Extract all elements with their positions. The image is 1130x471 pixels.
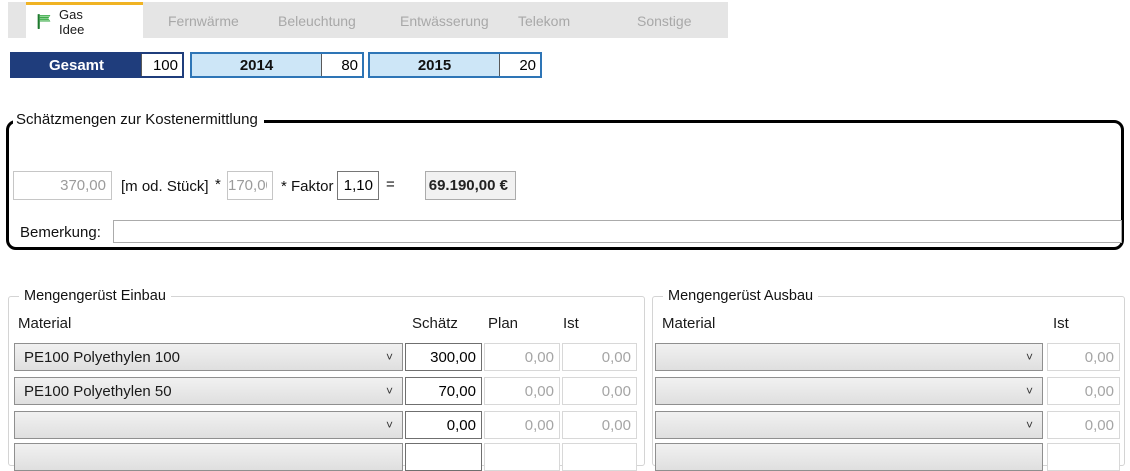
remark-field[interactable] bbox=[113, 220, 1122, 243]
einbau-ist-field[interactable] bbox=[562, 411, 637, 439]
ausbau-ist-field[interactable] bbox=[1047, 377, 1120, 405]
tab-sublabel: Idee bbox=[59, 21, 85, 37]
estimate-groupbox-title: Schätzmengen zur Kostenermittlung bbox=[13, 111, 264, 128]
summary-value: 20 bbox=[499, 54, 540, 76]
chevron-down-icon: ˅ bbox=[1025, 350, 1033, 364]
chevron-down-icon: ˅ bbox=[1025, 384, 1033, 398]
einbau-ist-field[interactable] bbox=[562, 343, 637, 371]
chevron-down-icon: ˅ bbox=[1025, 418, 1033, 432]
ausbau-ist-field[interactable] bbox=[1047, 343, 1120, 371]
tab-fernwaerme[interactable]: Fernwärme bbox=[168, 13, 239, 29]
einbau-plan-field[interactable] bbox=[484, 411, 560, 439]
combo-value: PE100 Polyethylen 100 bbox=[24, 348, 180, 366]
green-flag-icon bbox=[35, 13, 52, 30]
chevron-down-icon: ˅ bbox=[385, 350, 393, 364]
chevron-down-icon: ˅ bbox=[385, 384, 393, 398]
ausbau-material-select[interactable]: ˅ bbox=[655, 411, 1043, 439]
tab-label: Gas bbox=[59, 6, 83, 22]
estimate-groupbox bbox=[6, 120, 1124, 250]
tab-gas-idee-labels: Gas Idee bbox=[59, 7, 84, 37]
ausbau-ist-field-partial[interactable] bbox=[1047, 443, 1120, 471]
summary-label: 2015 bbox=[370, 54, 499, 76]
summary-value: 80 bbox=[321, 54, 362, 76]
einbau-col-ist: Ist bbox=[563, 315, 579, 332]
summary-box-gesamt[interactable]: Gesamt 100 bbox=[10, 52, 184, 78]
combo-value: PE100 Polyethylen 50 bbox=[24, 382, 172, 400]
tab-gas-idee[interactable]: Gas Idee bbox=[26, 2, 143, 38]
summary-box-2015[interactable]: 2015 20 bbox=[368, 52, 542, 78]
equals-sign: = bbox=[386, 176, 395, 193]
tab-beleuchtung[interactable]: Beleuchtung bbox=[278, 13, 356, 29]
einbau-col-plan: Plan bbox=[488, 315, 519, 332]
einbau-schaetz-field[interactable] bbox=[405, 343, 482, 371]
einbau-ist-field[interactable] bbox=[562, 377, 637, 405]
ausbau-ist-field[interactable] bbox=[1047, 411, 1120, 439]
einbau-col-schaetz: Schätz bbox=[412, 315, 458, 332]
tab-telekom[interactable]: Telekom bbox=[518, 13, 571, 29]
tab-bar: Gas Idee Fernwärme Beleuchtung Entwässer… bbox=[8, 2, 728, 38]
summary-box-2014[interactable]: 2014 80 bbox=[190, 52, 364, 78]
einbau-schaetz-field-partial[interactable] bbox=[405, 443, 482, 471]
total-cost-value: 69.190,00 € bbox=[425, 171, 516, 200]
summary-value: 100 bbox=[141, 54, 182, 76]
unit-label: [m od. Stück] bbox=[121, 178, 209, 195]
einbau-schaetz-field[interactable] bbox=[405, 411, 482, 439]
einbau-col-material: Material bbox=[18, 315, 72, 332]
ausbau-col-ist: Ist bbox=[1053, 315, 1069, 332]
tab-sonstige[interactable]: Sonstige bbox=[637, 13, 692, 29]
einbau-plan-field-partial[interactable] bbox=[484, 443, 560, 471]
ausbau-material-select-partial[interactable] bbox=[655, 443, 1043, 471]
unit-price-field[interactable] bbox=[227, 171, 273, 200]
einbau-plan-field[interactable] bbox=[484, 377, 560, 405]
factor-label: * Faktor bbox=[281, 178, 334, 195]
einbau-material-select[interactable]: PE100 Polyethylen 100 ˅ bbox=[14, 343, 403, 371]
einbau-title: Mengengerüst Einbau bbox=[19, 288, 171, 304]
ausbau-material-select[interactable]: ˅ bbox=[655, 343, 1043, 371]
einbau-material-select-partial[interactable] bbox=[14, 443, 403, 471]
chevron-down-icon: ˅ bbox=[385, 418, 393, 432]
ausbau-title: Mengengerüst Ausbau bbox=[663, 288, 819, 304]
einbau-schaetz-field[interactable] bbox=[405, 377, 482, 405]
remark-label: Bemerkung: bbox=[20, 224, 101, 241]
einbau-ist-field-partial[interactable] bbox=[562, 443, 637, 471]
einbau-plan-field[interactable] bbox=[484, 343, 560, 371]
einbau-material-select[interactable]: ˅ bbox=[14, 411, 403, 439]
einbau-material-select[interactable]: PE100 Polyethylen 50 ˅ bbox=[14, 377, 403, 405]
tab-entwaesserung[interactable]: Entwässerung bbox=[400, 13, 489, 29]
ausbau-material-select[interactable]: ˅ bbox=[655, 377, 1043, 405]
summary-label: Gesamt bbox=[12, 54, 141, 76]
ausbau-col-material: Material bbox=[662, 315, 716, 332]
summary-label: 2014 bbox=[192, 54, 321, 76]
quantity-field[interactable] bbox=[13, 171, 112, 200]
factor-field[interactable] bbox=[337, 171, 379, 200]
multiply-sign: * bbox=[215, 176, 221, 193]
